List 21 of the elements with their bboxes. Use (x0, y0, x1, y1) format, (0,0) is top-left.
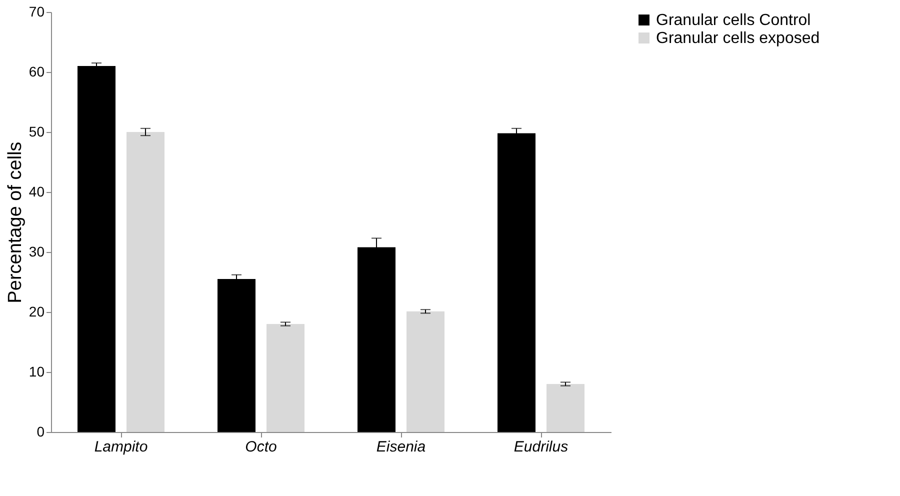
x-tick-label: Eudrilus (514, 438, 569, 456)
x-tick-label: Octo (245, 438, 277, 456)
bar (126, 132, 164, 432)
y-tick-label: 50 (28, 124, 45, 140)
legend-label: Granular cells exposed (656, 30, 820, 47)
y-tick-label: 30 (28, 244, 45, 260)
y-tick-label: 40 (28, 184, 45, 200)
y-axis-title: Percentage of cells (4, 142, 26, 304)
bar (406, 311, 444, 432)
y-tick-label: 10 (28, 364, 45, 380)
y-tick-label: 60 (28, 64, 45, 80)
x-tick-label: Lampito (94, 438, 148, 456)
legend-label: Granular cells Control (656, 12, 811, 29)
bar (266, 324, 304, 432)
x-tick-label: Eisenia (376, 438, 426, 456)
bar (218, 279, 256, 432)
bar (78, 66, 116, 432)
y-tick-label: 20 (28, 304, 45, 320)
y-tick-label: 0 (36, 424, 45, 440)
bar (546, 384, 584, 432)
y-tick-label: 70 (28, 4, 45, 20)
